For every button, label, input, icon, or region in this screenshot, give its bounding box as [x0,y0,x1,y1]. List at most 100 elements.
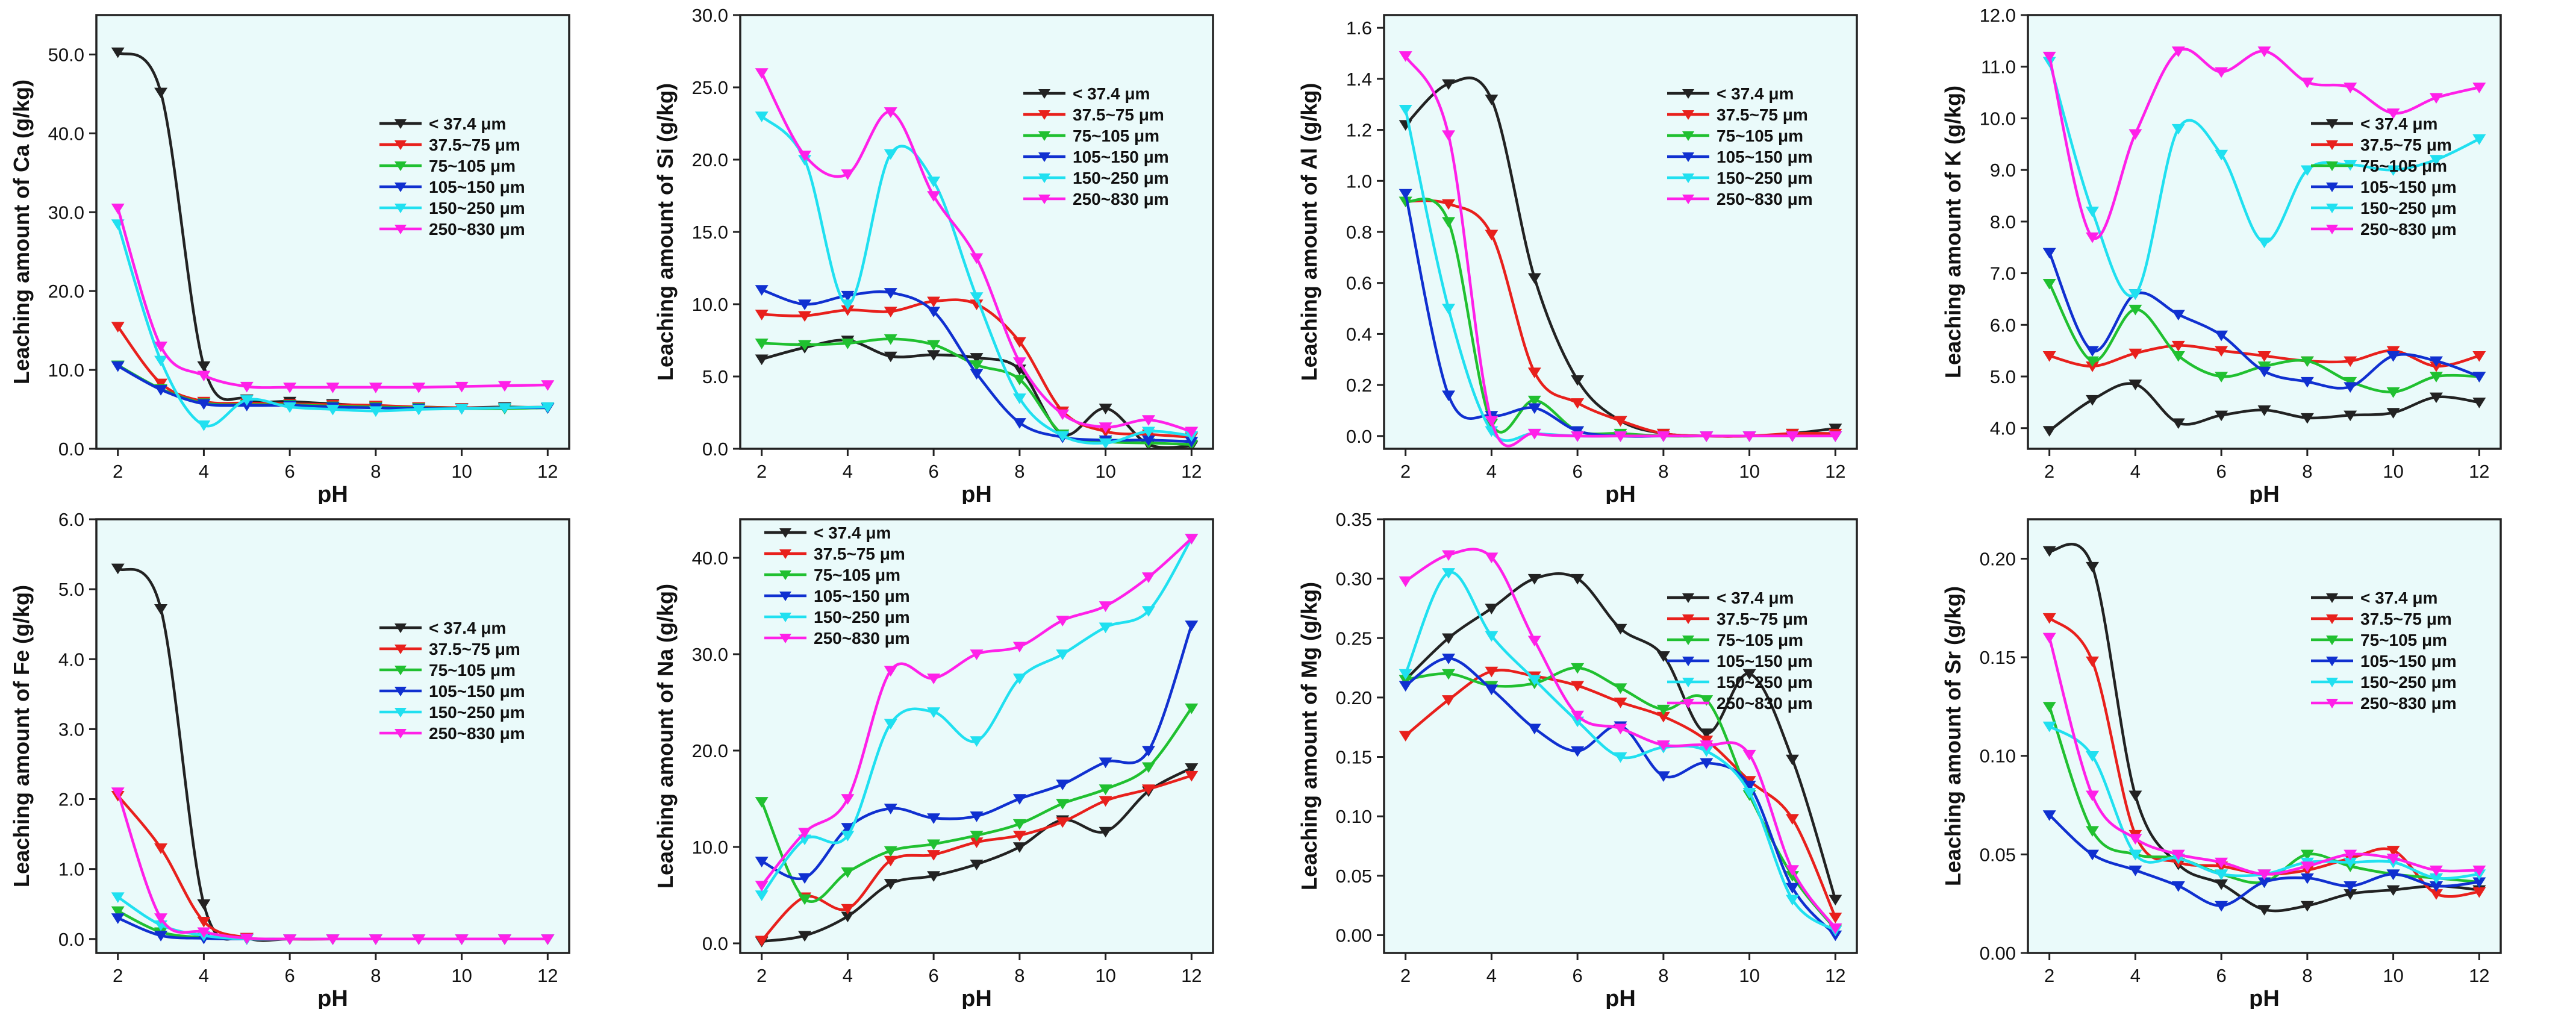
data-point-mg-3-3 [1527,723,1541,735]
data-point-si-2-3 [884,334,897,345]
series-line-na-1 [761,774,1192,942]
data-point-si-3-5 [970,369,984,380]
data-point-na-4-2 [841,831,855,842]
series-line-k-0 [2048,382,2480,432]
legend-marker-sr-1 [2326,614,2338,624]
y-tick-label: 6.0 [58,509,84,530]
data-point-na-3-2 [841,823,855,834]
plot-frame [2027,14,2502,450]
data-point-k-1-4 [2215,346,2228,357]
y-tick-label: 15.0 [692,222,728,243]
data-point-k-3-3 [2171,310,2185,321]
data-point-si-4-9 [1141,426,1155,438]
data-point-si-2-6 [1012,375,1026,386]
x-axis-title: pH [317,482,348,504]
data-point-mg-4-7 [1700,746,1714,757]
data-point-na-4-5 [970,736,984,747]
data-point-k-1-7 [2344,356,2357,367]
data-point-si-3-3 [884,288,897,299]
data-point-si-5-4 [927,191,941,202]
data-point-fe-3-1 [154,931,168,942]
legend-label-k-3: 105~150 μm [2360,178,2457,196]
data-point-fe-5-5 [326,934,340,945]
y-tick-label: 5.0 [702,366,728,387]
legend-marker-mg-0 [1682,593,1694,603]
data-point-mg-4-9 [1785,895,1799,906]
x-tick-label: 4 [843,461,853,482]
data-point-ca-4-6 [369,406,382,417]
data-point-k-2-1 [2086,356,2100,367]
data-point-k-0-2 [2128,380,2142,390]
legend-marker-si-5 [1038,195,1050,204]
data-point-sr-5-1 [2086,790,2100,802]
data-point-mg-0-1 [1442,633,1456,645]
data-point-k-0-7 [2344,410,2357,422]
data-point-si-1-0 [755,310,769,320]
legend-label-fe-5: 250~830 μm [429,724,525,743]
data-point-mg-5-8 [1742,749,1756,761]
data-point-sr-3-4 [2215,901,2228,912]
data-point-na-1-0 [755,936,769,947]
data-point-sr-4-4 [2215,869,2228,880]
data-point-al-1-5 [1614,416,1627,427]
data-point-mg-5-2 [1485,552,1499,564]
legend-label-si-1: 37.5~75 μm [1073,105,1164,124]
data-point-sr-3-1 [2086,849,2100,861]
data-point-ca-5-6 [369,383,382,393]
data-point-na-2-0 [755,797,769,808]
data-point-na-1-3 [884,855,897,867]
data-point-sr-0-1 [2086,561,2100,573]
data-point-fe-5-4 [283,934,297,945]
legend-marker-sr-2 [2326,636,2338,645]
data-point-na-4-3 [884,719,897,730]
data-point-k-4-2 [2128,289,2142,300]
y-tick-label: 20.0 [48,281,84,302]
y-axis-title: Leaching amount of Na (g/kg) [653,584,678,889]
data-point-sr-5-8 [2386,854,2400,864]
legend-marker-al-4 [1682,173,1694,183]
data-point-mg-3-1 [1442,654,1456,664]
data-point-k-0-6 [2300,413,2314,424]
data-point-na-1-2 [841,904,855,915]
legend-label-mg-3: 105~150 μm [1717,652,1813,670]
legend-marker-k-3 [2326,183,2338,192]
legend-label-si-4: 150~250 μm [1073,169,1169,187]
data-point-al-5-6 [1656,431,1670,442]
data-point-na-3-9 [1141,746,1155,757]
data-point-si-4-6 [1012,393,1026,404]
data-point-sr-5-2 [2128,834,2142,845]
y-tick-label: 5.0 [58,579,84,600]
data-point-k-4-10 [2472,134,2486,145]
data-point-k-2-2 [2128,304,2142,316]
data-point-mg-1-1 [1442,695,1456,706]
y-axis-title: Leaching amount of Sr (g/kg) [1941,586,1965,886]
data-point-sr-1-8 [2386,846,2400,857]
data-point-al-2-1 [1442,217,1456,228]
legend-label-ca-5: 250~830 μm [429,220,525,239]
x-tick-label: 8 [1658,965,1668,986]
series-group [111,47,555,431]
data-point-si-1-3 [884,307,897,317]
x-axis-title: pH [1605,482,1636,504]
data-point-sr-5-10 [2472,865,2486,876]
series-group [1399,548,1842,942]
data-point-k-0-4 [2215,410,2228,422]
data-point-sr-4-0 [2042,721,2056,733]
data-point-si-2-1 [798,340,812,351]
y-tick-label: 0.0 [1346,426,1372,447]
legend-marker-ca-0 [395,119,407,129]
data-point-na-1-10 [1185,770,1199,782]
legend-label-na-2: 75~105 μm [814,566,900,584]
legend-marker-al-0 [1682,89,1694,99]
data-point-mg-1-5 [1614,698,1627,708]
x-tick-label: 6 [2216,965,2227,986]
data-point-mg-3-8 [1742,781,1756,792]
data-point-k-5-6 [2300,77,2314,89]
chart-panel-fe: 0.0 1.0 2.0 3.0 4.0 5.0 6.0 2 4 6 8 10 12 pH Leaching … [9,509,570,1009]
data-point-na-3-8 [1099,757,1112,769]
data-point-na-4-6 [1012,673,1026,684]
x-tick-label: 12 [537,965,558,986]
data-point-mg-2-7 [1700,695,1714,706]
series-line-si-0 [761,339,1192,449]
y-tick-label: 9.0 [1990,160,2016,181]
